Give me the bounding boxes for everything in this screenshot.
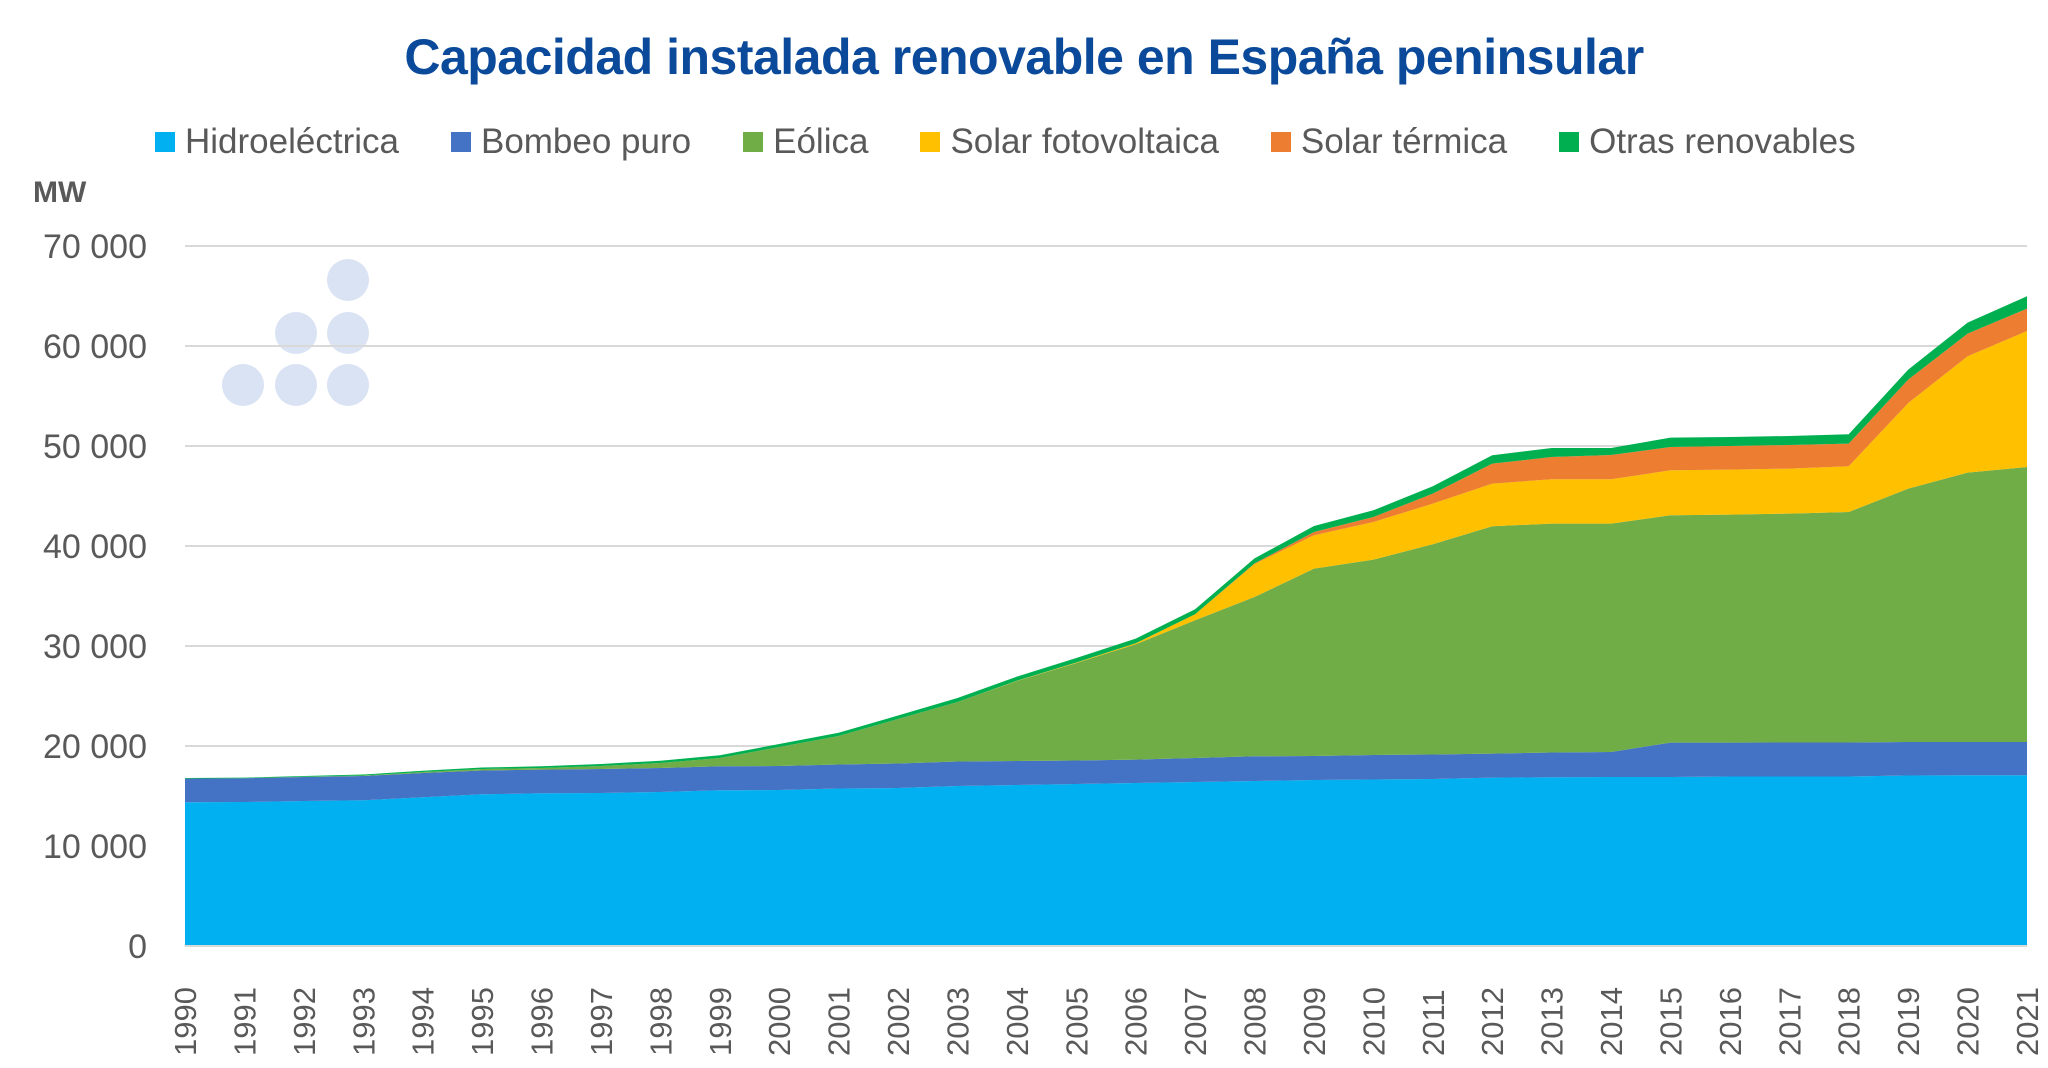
x-tick-label: 1996 bbox=[525, 987, 560, 1056]
legend-item-solar-fotovoltaica: Solar fotovoltaica bbox=[920, 122, 1219, 162]
x-tick-label: 2007 bbox=[1178, 987, 1213, 1056]
logo-dot bbox=[327, 312, 369, 354]
legend-swatch bbox=[1270, 132, 1291, 152]
x-tick-label: 2012 bbox=[1475, 987, 1510, 1056]
legend-swatch bbox=[1559, 132, 1580, 152]
area-eólica bbox=[185, 467, 2027, 779]
logo-dot bbox=[275, 312, 317, 354]
y-tick-label: 10 000 bbox=[43, 828, 147, 866]
logo-dot bbox=[222, 364, 264, 406]
x-tick-label: 2010 bbox=[1356, 987, 1391, 1056]
legend-item-otras-renovables: Otras renovables bbox=[1559, 122, 1856, 162]
x-tick-label: 2002 bbox=[881, 987, 916, 1056]
y-axis-ticks: 0 10 000 20 000 30 000 40 000 50 000 60 000 70 … bbox=[43, 228, 147, 966]
x-tick-label: 2015 bbox=[1654, 987, 1689, 1056]
legend: Hidroeléctrica Bombeo puro Eólica Solar … bbox=[155, 122, 1908, 162]
x-tick-label: 1992 bbox=[287, 987, 322, 1056]
legend-label: Bombeo puro bbox=[480, 122, 692, 161]
x-tick-label: 2014 bbox=[1594, 987, 1629, 1056]
legend-item-hidroelectrica: Hidroeléctrica bbox=[155, 122, 399, 162]
y-tick-label: 70 000 bbox=[43, 228, 147, 266]
x-tick-label: 2005 bbox=[1059, 987, 1094, 1056]
legend-swatch bbox=[155, 132, 175, 152]
y-axis-unit-label: MW bbox=[33, 176, 87, 209]
legend-item-eolica: Eólica bbox=[743, 122, 868, 162]
legend-item-bombeo: Bombeo puro bbox=[450, 122, 692, 162]
y-tick-label: 40 000 bbox=[43, 528, 147, 566]
x-tick-label: 1994 bbox=[406, 987, 441, 1056]
x-tick-label: 2016 bbox=[1713, 987, 1748, 1056]
legend-swatch bbox=[920, 132, 941, 152]
legend-label: Solar fotovoltaica bbox=[950, 122, 1219, 161]
legend-label: Hidroeléctrica bbox=[185, 122, 399, 161]
x-tick-label: 2011 bbox=[1416, 989, 1451, 1056]
x-tick-label: 2018 bbox=[1832, 987, 1867, 1056]
x-tick-label: 2021 bbox=[2010, 987, 2045, 1056]
x-tick-label: 1999 bbox=[703, 987, 738, 1056]
x-axis-ticks: 1990 1991 1992 1993 1994 1995 1996 1997 1998 1999… bbox=[168, 987, 2045, 1056]
x-tick-label: 2019 bbox=[1891, 987, 1926, 1056]
chart-title: Capacidad instalada renovable en España … bbox=[404, 29, 1644, 85]
legend-item-solar-termica: Solar térmica bbox=[1270, 122, 1508, 162]
x-tick-label: 2004 bbox=[1000, 987, 1035, 1056]
logo-dot bbox=[327, 259, 369, 301]
x-tick-label: 2003 bbox=[941, 987, 976, 1056]
legend-swatch bbox=[743, 132, 764, 152]
x-tick-label: 1993 bbox=[346, 987, 381, 1056]
y-tick-label: 20 000 bbox=[43, 728, 147, 766]
logo-dot bbox=[327, 364, 369, 406]
x-tick-label: 2008 bbox=[1238, 987, 1273, 1056]
logo-dots-icon bbox=[222, 259, 369, 406]
area-bombeo-puro bbox=[185, 742, 2027, 803]
x-tick-label: 2000 bbox=[762, 987, 797, 1056]
legend-label: Eólica bbox=[773, 122, 869, 161]
y-tick-label: 50 000 bbox=[43, 428, 147, 466]
area-hidroeléctrica bbox=[185, 775, 2027, 946]
logo-dot bbox=[275, 364, 317, 406]
legend-label: Otras renovables bbox=[1589, 122, 1856, 161]
x-tick-label: 1990 bbox=[168, 987, 203, 1056]
x-tick-label: 2006 bbox=[1119, 987, 1154, 1056]
x-tick-label: 2009 bbox=[1297, 987, 1332, 1056]
stacked-areas bbox=[185, 296, 2027, 947]
legend-label: Solar térmica bbox=[1300, 122, 1508, 161]
x-tick-label: 1991 bbox=[227, 987, 262, 1056]
y-tick-label: 30 000 bbox=[43, 628, 147, 666]
x-tick-label: 2020 bbox=[1951, 987, 1986, 1056]
y-tick-label: 0 bbox=[128, 928, 147, 966]
x-tick-label: 2001 bbox=[822, 987, 857, 1056]
x-tick-label: 1997 bbox=[584, 987, 619, 1056]
legend-swatch bbox=[450, 132, 471, 152]
x-tick-label: 2013 bbox=[1535, 987, 1570, 1056]
x-tick-label: 1998 bbox=[643, 987, 678, 1056]
x-tick-label: 1995 bbox=[465, 987, 500, 1056]
x-tick-label: 2017 bbox=[1772, 987, 1807, 1056]
y-tick-label: 60 000 bbox=[43, 328, 147, 366]
